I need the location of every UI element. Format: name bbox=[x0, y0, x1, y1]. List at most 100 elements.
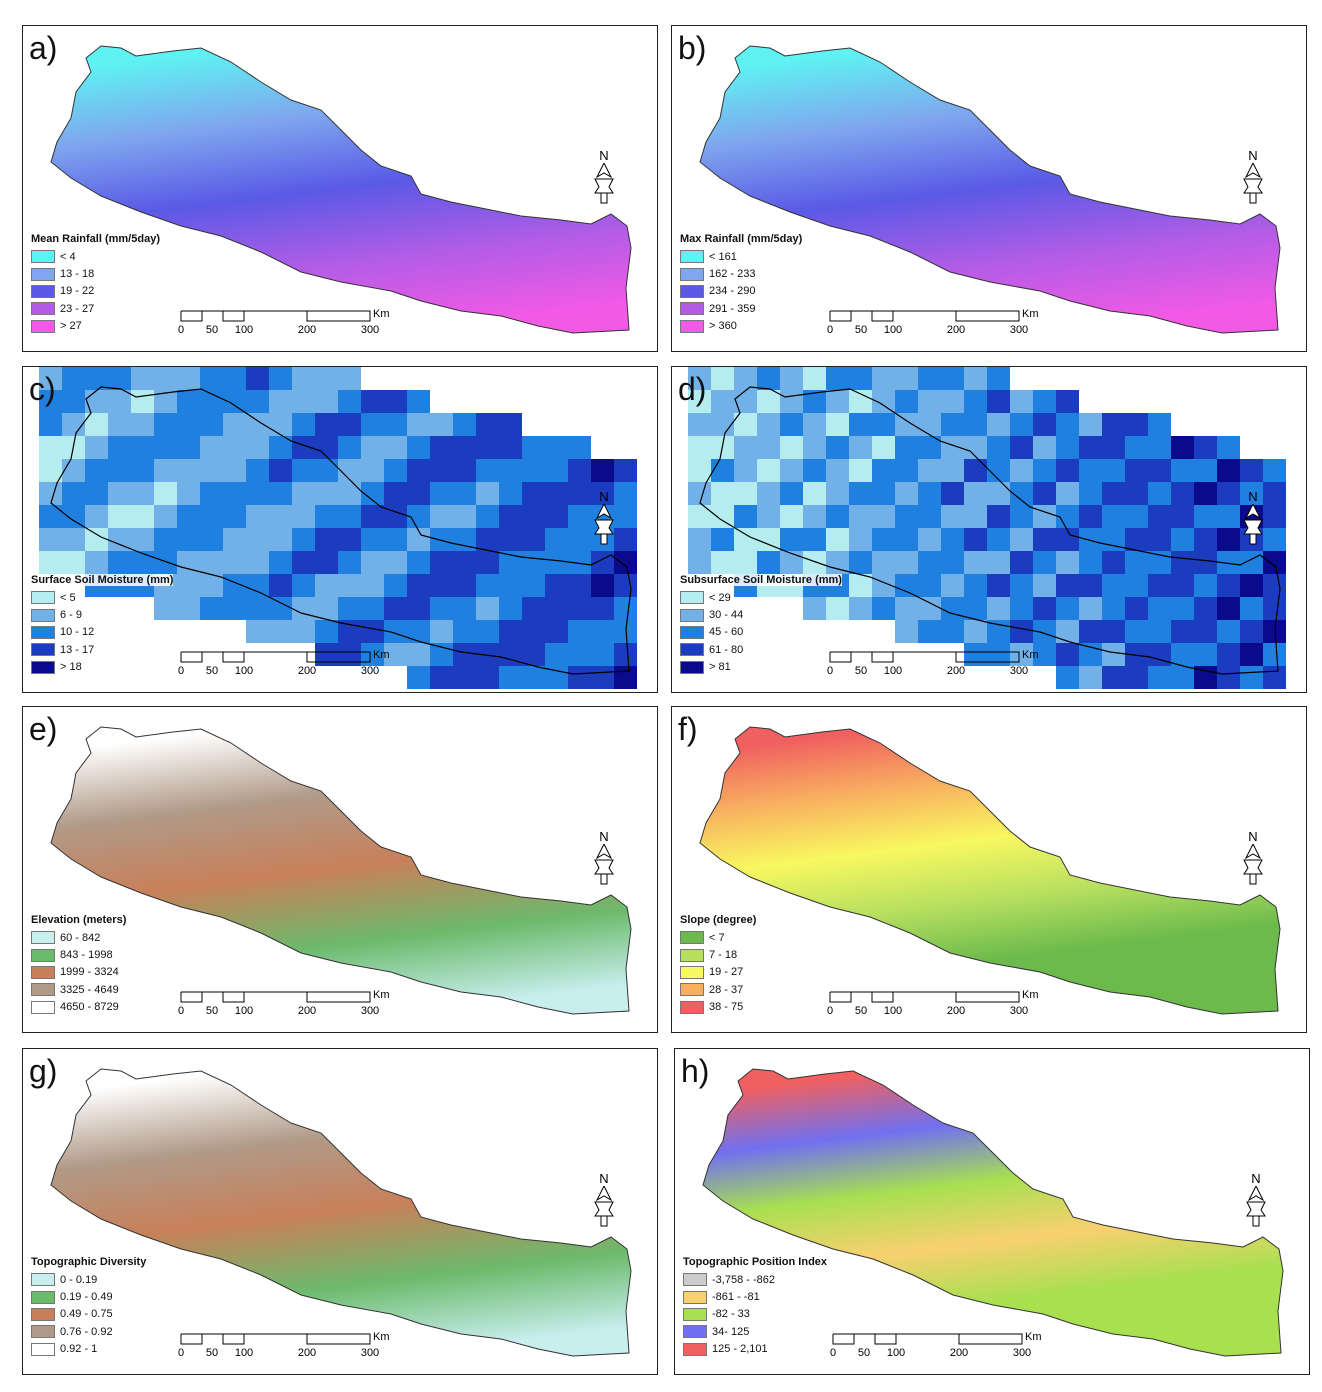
grid-cell bbox=[849, 597, 872, 620]
grid-cell bbox=[872, 505, 895, 528]
legend-swatch bbox=[31, 965, 55, 979]
grid-cell bbox=[338, 436, 361, 459]
legend: Surface Soil Moisture (mm) < 5 6 - 9 10 - 1… bbox=[31, 574, 174, 676]
grid-cell bbox=[987, 528, 1010, 551]
legend: Max Rainfall (mm/5day) < 161 162 - 233 234 … bbox=[680, 233, 803, 335]
grid-cell bbox=[1033, 413, 1056, 436]
grid-cell bbox=[941, 505, 964, 528]
grid-cell bbox=[246, 367, 269, 390]
grid-cell bbox=[269, 436, 292, 459]
grid-cell bbox=[85, 505, 108, 528]
scale-tick-label: 300 bbox=[1009, 324, 1029, 336]
grid-cell bbox=[591, 551, 614, 574]
grid-cell bbox=[407, 528, 430, 551]
grid-cell bbox=[315, 597, 338, 620]
grid-cell bbox=[384, 436, 407, 459]
legend-item: < 161 bbox=[680, 248, 802, 265]
map-canvas bbox=[688, 367, 1286, 689]
legend-label: 0.19 - 0.49 bbox=[60, 1291, 113, 1304]
grid-cell bbox=[361, 482, 384, 505]
legend-label: 291 - 359 bbox=[709, 302, 756, 315]
grid-cell bbox=[826, 459, 849, 482]
grid-cell bbox=[269, 413, 292, 436]
scale-unit: Km bbox=[1022, 649, 1039, 661]
scale-tick-label: 300 bbox=[1009, 665, 1029, 677]
grid-cell bbox=[361, 597, 384, 620]
grid-cell bbox=[1102, 666, 1125, 689]
grid-cell bbox=[1102, 482, 1125, 505]
north-label: N bbox=[1248, 148, 1258, 163]
scale-tick-label: 0 bbox=[177, 665, 185, 677]
grid-cell bbox=[1010, 482, 1033, 505]
grid-cell bbox=[1033, 620, 1056, 643]
scale-segments bbox=[180, 991, 371, 1003]
legend-swatch bbox=[31, 948, 55, 962]
grid-cell bbox=[614, 505, 637, 528]
legend-label: < 29 bbox=[709, 591, 731, 604]
scale-bar-line bbox=[829, 310, 1020, 322]
grid-cell bbox=[154, 551, 177, 574]
legend-item: > 81 bbox=[680, 659, 842, 676]
grid-cell bbox=[568, 459, 591, 482]
grid-cell bbox=[177, 505, 200, 528]
grid-cell bbox=[1056, 459, 1079, 482]
grid-cell bbox=[987, 390, 1010, 413]
grid-cell bbox=[269, 367, 292, 390]
grid-cell bbox=[522, 597, 545, 620]
grid-cell bbox=[269, 390, 292, 413]
grid-cell bbox=[849, 528, 872, 551]
grid-cell bbox=[430, 643, 453, 666]
grid-cell bbox=[591, 643, 614, 666]
grid-cell bbox=[1171, 620, 1194, 643]
grid-cell bbox=[62, 367, 85, 390]
grid-cell bbox=[499, 482, 522, 505]
grid-cell bbox=[246, 436, 269, 459]
grid-cell bbox=[292, 551, 315, 574]
grid-cell bbox=[1217, 528, 1240, 551]
grid-cell bbox=[849, 436, 872, 459]
legend-item: < 29 bbox=[680, 589, 842, 606]
grid-cell bbox=[734, 551, 757, 574]
grid-cell bbox=[568, 528, 591, 551]
legend-label: 843 - 1998 bbox=[60, 949, 113, 962]
panel-label: b) bbox=[678, 30, 707, 66]
grid-cell bbox=[987, 436, 1010, 459]
grid-cell bbox=[872, 367, 895, 390]
grid-cell bbox=[1148, 666, 1171, 689]
legend-item: < 5 bbox=[31, 589, 173, 606]
grid-cell bbox=[200, 528, 223, 551]
grid-cell bbox=[1125, 551, 1148, 574]
grid-cell bbox=[384, 551, 407, 574]
grid-cell bbox=[987, 413, 1010, 436]
grid-cell bbox=[1217, 505, 1240, 528]
legend-title: Subsurface Soil Moisture (mm) bbox=[680, 574, 842, 586]
grid-cell bbox=[1033, 551, 1056, 574]
map-canvas bbox=[50, 726, 632, 1015]
grid-cell bbox=[1240, 666, 1263, 689]
grid-cell bbox=[499, 620, 522, 643]
panel-label: d) bbox=[678, 371, 707, 407]
grid-cell bbox=[1263, 482, 1286, 505]
legend-item: -861 - -81 bbox=[683, 1288, 827, 1305]
grid-cell bbox=[803, 597, 826, 620]
legend-swatch bbox=[31, 1000, 55, 1014]
grid-cell bbox=[964, 505, 987, 528]
grid-cell bbox=[499, 436, 522, 459]
grid-cell bbox=[1194, 528, 1217, 551]
grid-cell bbox=[131, 528, 154, 551]
north-label: N bbox=[599, 1171, 609, 1186]
legend-label: 0.92 - 1 bbox=[60, 1343, 98, 1356]
grid-cell bbox=[223, 459, 246, 482]
legend-label: 13 - 17 bbox=[60, 643, 95, 656]
grid-cell bbox=[1056, 574, 1079, 597]
grid-cell bbox=[545, 643, 568, 666]
panel-label: e) bbox=[29, 711, 58, 747]
grid-cell bbox=[315, 643, 338, 666]
grid-cell bbox=[780, 436, 803, 459]
grid-cell bbox=[826, 367, 849, 390]
legend-item: 234 - 290 bbox=[680, 283, 802, 300]
legend-swatch bbox=[683, 1290, 707, 1304]
legend-item: 38 - 75 bbox=[680, 999, 756, 1016]
legend-item: < 4 bbox=[31, 248, 160, 265]
legend-swatch bbox=[680, 267, 704, 281]
